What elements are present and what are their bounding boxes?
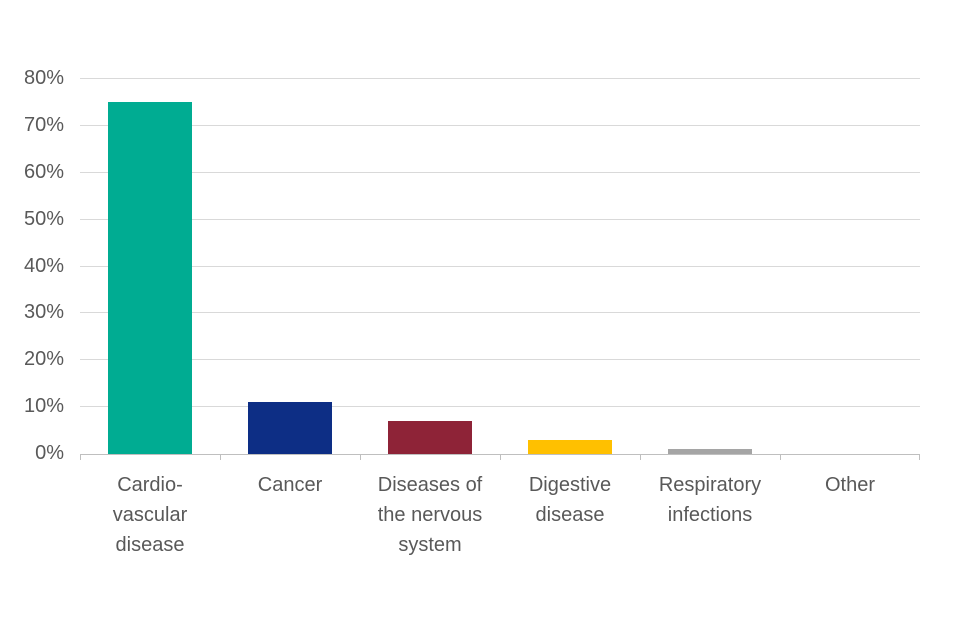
x-axis-tick-2 — [360, 454, 361, 460]
plot-area — [80, 78, 920, 460]
bar-2 — [248, 402, 332, 454]
y-tick-label-10: 10% — [23, 395, 64, 418]
y-tick-label-40: 40% — [23, 254, 64, 277]
gridline-50 — [80, 218, 920, 220]
gridline-80 — [80, 78, 920, 79]
x-tick-label-1: Cardio- vascular disease — [112, 474, 188, 556]
gridline-30 — [80, 312, 920, 314]
y-tick-label-50: 50% — [23, 207, 64, 230]
bar-1 — [108, 102, 192, 454]
x-axis-tick-0 — [80, 454, 81, 460]
y-tick-label-60: 60% — [23, 160, 64, 183]
gridline-70 — [80, 124, 920, 126]
y-tick-label-30: 30% — [23, 301, 64, 324]
x-axis-labels: Cardio- vascular disease Cancer Diseases o… — [80, 470, 920, 560]
gridline-10 — [80, 406, 920, 408]
gridline-60 — [80, 171, 920, 173]
x-tick-label-6: Other — [824, 474, 876, 496]
bar-3 — [388, 421, 472, 454]
x-axis-tick-6 — [919, 454, 920, 460]
x-tick-label-5: Respiratory infections — [658, 474, 762, 526]
gridline-40 — [80, 265, 920, 267]
x-axis-tick-4 — [640, 454, 641, 460]
bar-4 — [528, 439, 612, 454]
bar-5 — [668, 449, 752, 454]
x-axis-tick-3 — [500, 454, 501, 460]
x-axis-tick-5 — [780, 454, 781, 460]
y-tick-label-80: 80% — [23, 67, 64, 89]
y-tick-label-20: 20% — [23, 348, 64, 371]
x-tick-label-4: Digestive disease — [528, 474, 612, 526]
x-axis-tick-1 — [220, 454, 221, 460]
gridline-20 — [80, 359, 920, 361]
x-tick-label-2: Cancer — [257, 474, 323, 496]
y-tick-label-70: 70% — [23, 113, 64, 136]
y-tick-label-0: 0% — [35, 442, 64, 464]
x-tick-label-3: Diseases of the nervous system — [377, 474, 483, 556]
